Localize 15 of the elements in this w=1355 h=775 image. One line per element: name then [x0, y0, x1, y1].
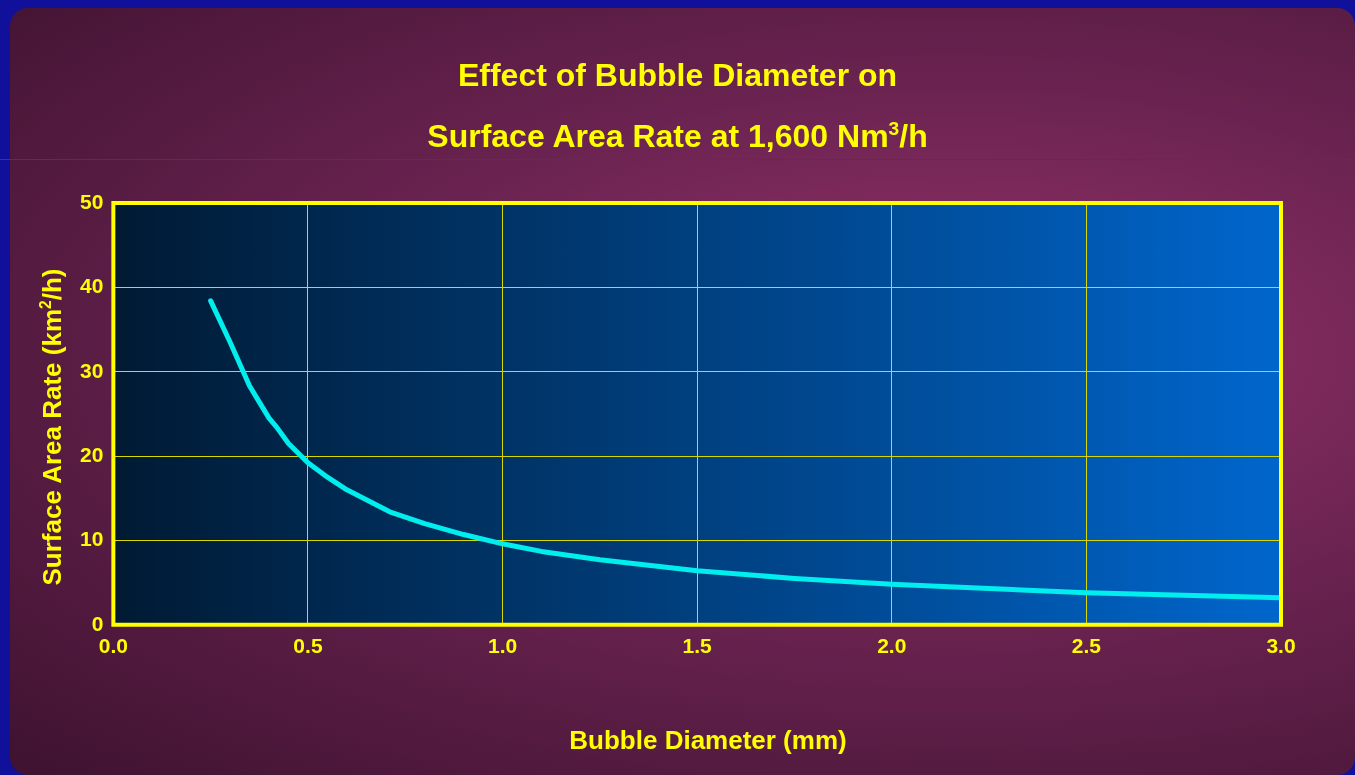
y-tick-label: 30: [80, 358, 104, 382]
x-tick-label: 2.5: [1071, 634, 1102, 658]
chart-title: Effect of Bubble Diameter on Surface Area Rate at 1,600 Nm$^{3}$/h: [426, 56, 929, 156]
x-tick-label: 0.5: [293, 634, 323, 658]
y-tick-label: 50: [80, 189, 104, 213]
y-tick-label: 0: [91, 611, 104, 635]
x-tick-label: 3.0: [1266, 634, 1296, 658]
x-tick-label: 0.0: [98, 634, 128, 658]
x-tick-label: 2.0: [877, 634, 907, 658]
x-axis-title: Bubble Diameter (mm): [568, 725, 848, 756]
y-tick-label: 20: [80, 442, 104, 466]
y-tick-label: 40: [80, 274, 104, 298]
x-tick-label: 1.5: [682, 634, 713, 658]
x-tick-label: 1.0: [487, 634, 518, 658]
y-tick-label: 10: [80, 527, 104, 551]
